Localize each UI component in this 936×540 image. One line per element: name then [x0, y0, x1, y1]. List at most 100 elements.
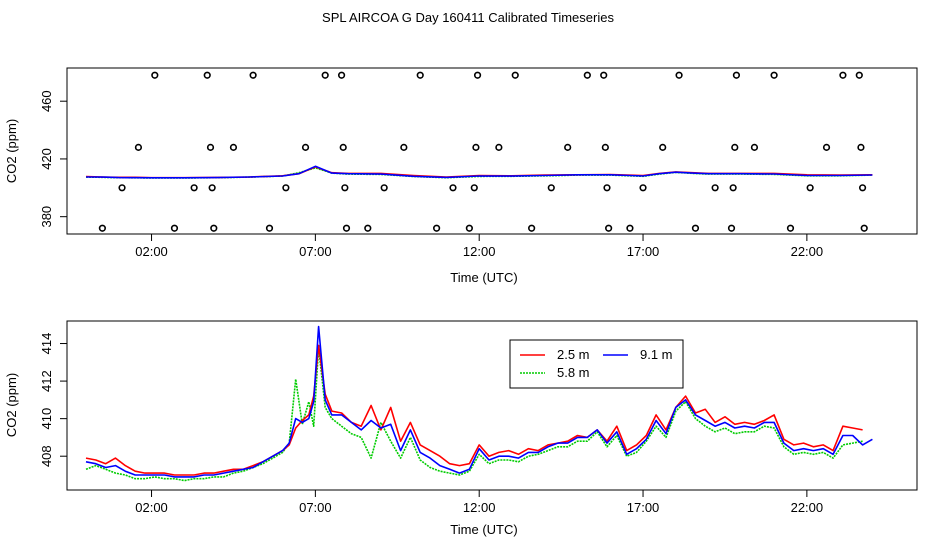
calibration-marker	[98, 224, 106, 232]
calibration-marker	[822, 143, 831, 151]
calibration-marker	[727, 224, 736, 232]
bottom-series-lines	[85, 325, 873, 482]
calibration-marker	[603, 184, 611, 192]
calibration-marker	[729, 184, 737, 192]
calibration-marker	[203, 71, 211, 79]
bottom-series-line-9-1m	[85, 325, 873, 478]
bottom-x-axis: 02:00 07:00 12:00 17:00 22:00	[135, 490, 823, 515]
top-panel: 380 420 460 02:00 07:00 12:00 17:00 22:00 Time…	[4, 67, 918, 285]
bottom-series-line-5-8m	[85, 346, 863, 482]
calibration-marker	[400, 143, 408, 151]
calibration-marker	[321, 71, 329, 79]
top-y-axis: 380 420 460	[39, 90, 67, 228]
calibration-marker	[786, 224, 795, 232]
calibration-marker	[675, 71, 683, 79]
calibration-marker	[301, 143, 310, 151]
calibration-marker	[339, 143, 347, 151]
top-series-lines	[85, 165, 873, 179]
bottom-plot-frame	[66, 320, 918, 491]
top-x-axis-label: Time (UTC)	[450, 270, 517, 285]
bottom-x-tick-label: 17:00	[627, 500, 660, 515]
calibration-marker	[750, 143, 759, 151]
legend-box	[509, 339, 684, 389]
legend-label-9-1m: 9.1 m	[640, 347, 673, 362]
calibration-marker	[470, 184, 478, 192]
calibration-marker	[341, 184, 349, 192]
bottom-x-tick-label: 22:00	[791, 500, 824, 515]
calibration-marker	[118, 184, 126, 192]
calibration-marker	[511, 71, 519, 79]
calibration-marker	[564, 143, 572, 151]
calibration-marker	[691, 224, 700, 232]
calibration-marker	[151, 71, 159, 79]
top-plot-frame	[66, 67, 918, 235]
calibration-marker	[601, 143, 609, 151]
top-x-tick-label: 22:00	[791, 244, 824, 259]
calibration-marker	[659, 143, 667, 151]
top-series-line-9-1m	[85, 165, 873, 179]
calibration-marker	[449, 184, 457, 192]
calibration-marker	[473, 71, 482, 79]
bottom-x-axis-label: Time (UTC)	[450, 522, 517, 537]
legend-label-5-8m: 5.8 m	[557, 365, 590, 380]
top-y-axis-label: CO2 (ppm)	[4, 119, 19, 183]
top-y-tick-label: 380	[39, 206, 54, 228]
calibration-marker	[711, 184, 719, 192]
top-x-tick-label: 17:00	[627, 244, 660, 259]
calibration-marker	[732, 71, 741, 79]
calibration-marker	[605, 224, 613, 232]
top-calibration-markers	[98, 71, 868, 232]
bottom-y-axis: 408 410 412 414	[39, 333, 67, 467]
legend: 2.5 m 9.1 m 5.8 m	[509, 339, 684, 389]
page-title: SPL AIRCOA G Day 160411 Calibrated Times…	[322, 10, 614, 25]
bottom-y-tick-label: 412	[39, 370, 54, 392]
bottom-x-tick-label: 12:00	[463, 500, 496, 515]
calibration-marker	[229, 143, 238, 151]
calibration-marker	[472, 143, 480, 151]
top-x-tick-label: 02:00	[135, 244, 168, 259]
top-x-tick-label: 12:00	[463, 244, 496, 259]
calibration-marker	[547, 184, 555, 192]
bottom-y-tick-label: 410	[39, 408, 54, 430]
calibration-marker	[364, 224, 372, 232]
calibration-marker	[626, 224, 634, 232]
calibration-marker	[433, 224, 441, 232]
top-x-tick-label: 07:00	[299, 244, 332, 259]
calibration-marker	[855, 71, 863, 79]
bottom-y-tick-label: 414	[39, 333, 54, 355]
calibration-marker	[342, 224, 351, 232]
calibration-marker	[208, 184, 216, 192]
calibration-marker	[583, 71, 591, 79]
calibration-marker	[770, 71, 778, 79]
top-y-tick-label: 460	[39, 90, 54, 112]
calibration-marker	[134, 143, 143, 151]
calibration-marker	[249, 71, 257, 79]
calibration-marker	[731, 143, 739, 151]
calibration-marker	[265, 224, 274, 232]
calibration-marker	[170, 224, 179, 232]
calibration-marker	[600, 71, 608, 79]
calibration-marker	[282, 184, 290, 192]
top-x-axis: 02:00 07:00 12:00 17:00 22:00	[135, 234, 823, 259]
top-y-tick-label: 420	[39, 148, 54, 170]
bottom-x-tick-label: 02:00	[135, 500, 168, 515]
calibration-marker	[206, 143, 215, 151]
calibration-marker	[465, 224, 473, 232]
calibration-marker	[858, 184, 867, 192]
calibration-marker	[860, 224, 868, 232]
bottom-panel: 408 410 412 414 02:00 07:00 12:00 17:00 22:00 T…	[4, 320, 918, 537]
bottom-y-tick-label: 408	[39, 445, 54, 467]
calibration-marker	[528, 224, 536, 232]
calibration-marker	[639, 184, 647, 192]
calibration-marker	[495, 143, 503, 151]
calibration-marker	[416, 71, 424, 79]
calibration-marker	[380, 184, 388, 192]
calibration-marker	[839, 71, 847, 79]
calibration-marker	[857, 143, 865, 151]
bottom-series-line-2-5m	[85, 344, 863, 476]
calibration-marker	[806, 184, 814, 192]
calibration-marker	[337, 71, 346, 79]
calibration-marker	[210, 224, 218, 232]
legend-label-2-5m: 2.5 m	[557, 347, 590, 362]
